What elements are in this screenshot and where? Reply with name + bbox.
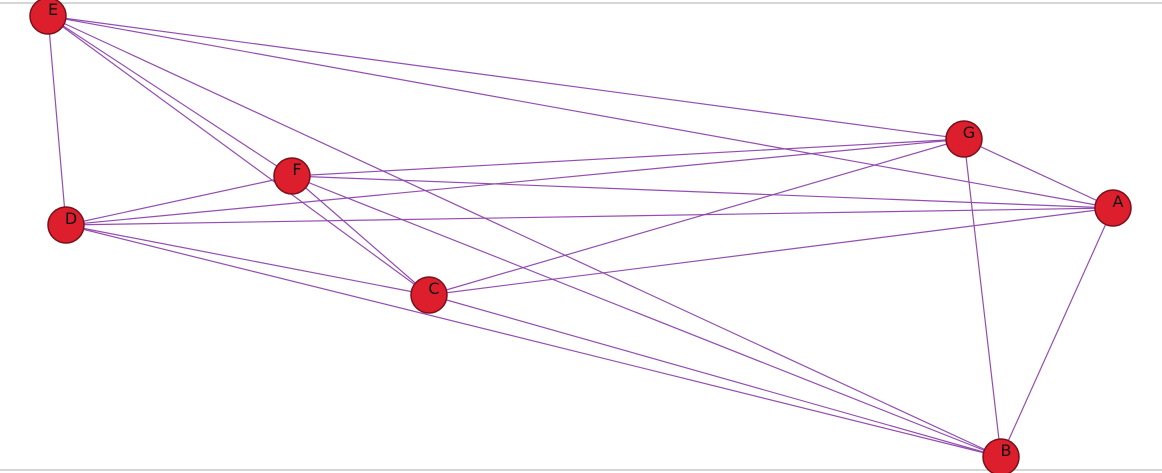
nodes-layer: A B C D E F G [29,0,1132,473]
node-circle [1094,189,1132,227]
edge-c-b [428,294,1002,458]
edge-e-c [47,15,430,296]
node-a[interactable]: A [1094,189,1132,227]
edge-d-a [65,207,1114,226]
node-e[interactable]: E [29,0,67,35]
node-label: C [428,279,439,298]
edge-f-c [291,175,430,296]
node-label: F [292,160,301,179]
edge-f-a [291,175,1114,209]
node-label: B [1001,441,1012,460]
node-b[interactable]: B [982,438,1020,473]
edge-d-c [65,224,430,296]
edge-e-d [47,15,67,226]
node-g[interactable]: G [945,120,983,158]
node-c[interactable]: C [410,276,448,314]
edges-layer [47,15,1114,458]
edge-f-d [65,175,293,226]
node-label: A [1113,192,1124,211]
node-d[interactable]: D [47,206,85,244]
edge-c-g [428,138,965,296]
node-label: E [48,0,58,19]
edge-f-b [291,175,1002,458]
edge-a-b [1000,207,1114,458]
node-circle [945,120,983,158]
edge-e-b [47,15,1002,458]
edge-f-g [291,138,965,177]
edge-e-f [47,15,293,177]
edge-g-a [963,138,1114,209]
node-circle [410,276,448,314]
edge-d-b [65,224,1002,458]
edge-g-b [963,138,1002,458]
node-circle [273,157,311,195]
node-circle [47,206,85,244]
node-circle [29,0,67,35]
node-label: G [963,123,975,142]
edge-e-a [47,15,1114,209]
node-label: D [65,209,77,228]
edge-c-a [428,207,1114,296]
edge-d-g [65,138,965,226]
edge-e-g [47,15,965,140]
node-circle [982,438,1020,473]
node-f[interactable]: F [273,157,311,195]
